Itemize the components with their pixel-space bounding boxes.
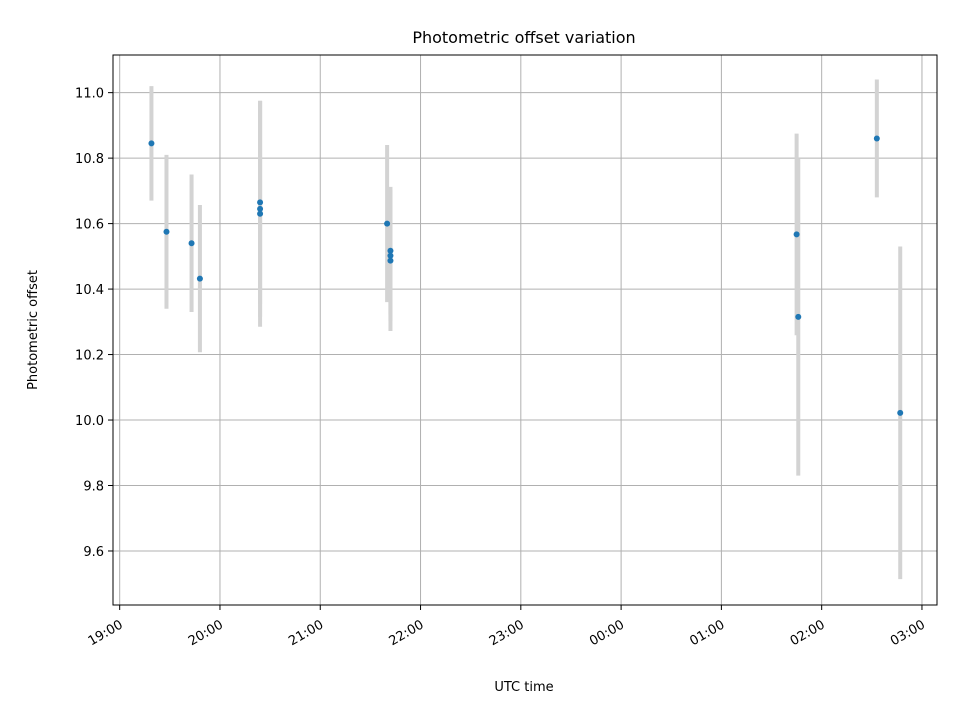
y-axis-label: Photometric offset xyxy=(26,270,41,390)
data-point xyxy=(387,252,394,259)
y-tick-label: 10.4 xyxy=(75,283,104,298)
data-points xyxy=(148,135,904,416)
chart-title: Photometric offset variation xyxy=(412,28,635,47)
y-tick-label: 10.8 xyxy=(75,152,104,167)
x-tick-label: 03:00 xyxy=(888,617,928,649)
grid xyxy=(113,55,937,605)
error-bars xyxy=(149,79,903,580)
data-point xyxy=(384,220,391,227)
y-tick-label: 11.0 xyxy=(75,87,104,102)
x-tick-label: 19:00 xyxy=(86,617,126,649)
y-tick-label: 10.2 xyxy=(75,349,104,364)
data-point xyxy=(163,228,170,235)
plot-frame xyxy=(112,54,938,606)
data-point xyxy=(897,409,904,416)
data-point xyxy=(257,205,264,212)
data-point xyxy=(873,135,880,142)
x-tick-label: 20:00 xyxy=(186,617,226,649)
data-point xyxy=(795,313,802,320)
x-tick-label: 23:00 xyxy=(487,617,527,649)
data-point xyxy=(793,231,800,238)
data-point xyxy=(188,240,195,247)
y-tick-label: 10.6 xyxy=(75,218,104,233)
data-point xyxy=(387,247,394,254)
x-tick-label: 02:00 xyxy=(788,617,828,649)
x-tick-label: 00:00 xyxy=(587,617,627,649)
x-tick-label: 01:00 xyxy=(687,617,727,649)
y-axis-ticks: 9.6 9.8 10.0 10.2 10.4 10.6 10.8 11.0 xyxy=(75,87,113,560)
x-axis-ticks: 19:00 20:00 21:00 22:00 23:00 00:00 01:00 02:00… xyxy=(86,605,928,649)
data-point xyxy=(387,257,394,264)
y-tick-label: 9.8 xyxy=(83,480,104,495)
y-tick-label: 10.0 xyxy=(75,414,104,429)
x-tick-label: 22:00 xyxy=(387,617,427,649)
data-point xyxy=(257,210,264,217)
x-axis-label: UTC time xyxy=(494,680,553,695)
data-point xyxy=(257,199,264,206)
x-tick-label: 21:00 xyxy=(286,617,326,649)
y-tick-label: 9.6 xyxy=(83,545,104,560)
data-point xyxy=(196,275,203,282)
data-point xyxy=(148,140,155,147)
